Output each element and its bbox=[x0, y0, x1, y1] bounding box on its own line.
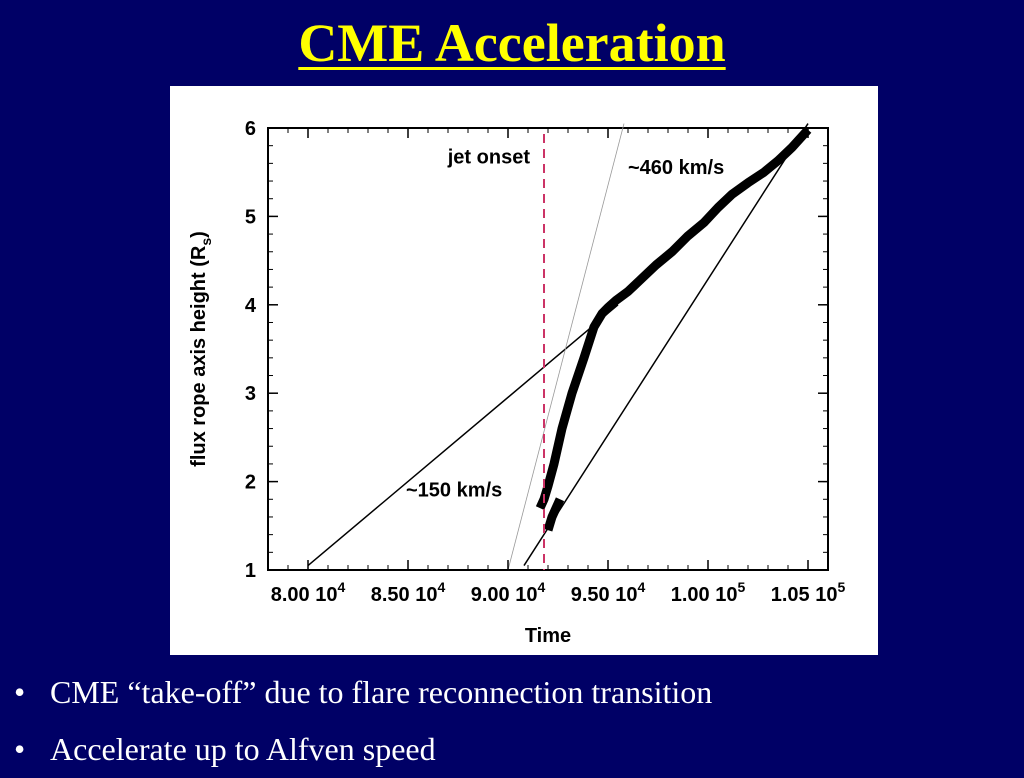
plot-frame bbox=[267, 127, 829, 571]
bullet-text-2: Accelerate up to Alfven speed bbox=[50, 731, 436, 767]
x-tick-label: 9.50 104 bbox=[571, 579, 646, 606]
x-axis-label: Time bbox=[525, 625, 571, 647]
bullet-dot: • bbox=[14, 674, 26, 710]
height-vs-time-chart: 1 2 3 4 5 6 8.00 104 8.50 104 9.00 104 9.50 104 1.… bbox=[188, 118, 846, 647]
x-tick-label: 9.00 104 bbox=[471, 579, 546, 606]
fit-line bbox=[507, 123, 625, 571]
bullet-item-2: • Accelerate up to Alfven speed bbox=[0, 721, 1024, 778]
y-tick-label: 5 bbox=[245, 206, 256, 228]
data-series-1 bbox=[535, 126, 812, 510]
jet-onset-label: jet onset bbox=[447, 146, 531, 168]
y-tick-label: 2 bbox=[245, 472, 256, 494]
y-tick-label: 3 bbox=[245, 383, 256, 405]
data-series-2 bbox=[543, 497, 565, 532]
x-tick-label: 1.05 105 bbox=[771, 579, 846, 606]
y-tick-label: 1 bbox=[245, 560, 256, 582]
x-tick-label: 1.00 105 bbox=[671, 579, 746, 606]
bullet-dot: • bbox=[14, 731, 26, 767]
slide-title: CME Acceleration bbox=[298, 13, 726, 73]
y-axis-label: flux rope axis height (Rs) bbox=[188, 231, 214, 467]
speed-annotation: ~460 km/s bbox=[628, 157, 724, 179]
y-tick-label: 6 bbox=[245, 118, 256, 140]
bullet-text-1: CME “take-off” due to flare reconnection… bbox=[50, 674, 713, 710]
bullet-list: • CME “take-off” due to flare reconnectio… bbox=[0, 664, 1024, 778]
fit-line bbox=[523, 123, 809, 566]
bullet-item-1: • CME “take-off” due to flare reconnectio… bbox=[0, 664, 1024, 721]
y-tick-label: 4 bbox=[245, 295, 257, 317]
fit-line bbox=[307, 304, 619, 567]
chart-panel: 1 2 3 4 5 6 8.00 104 8.50 104 9.00 104 9.50 104 1.… bbox=[170, 86, 878, 655]
speed-annotation: ~150 km/s bbox=[406, 480, 502, 502]
x-tick-label: 8.00 104 bbox=[271, 579, 346, 606]
x-tick-label: 8.50 104 bbox=[371, 579, 446, 606]
